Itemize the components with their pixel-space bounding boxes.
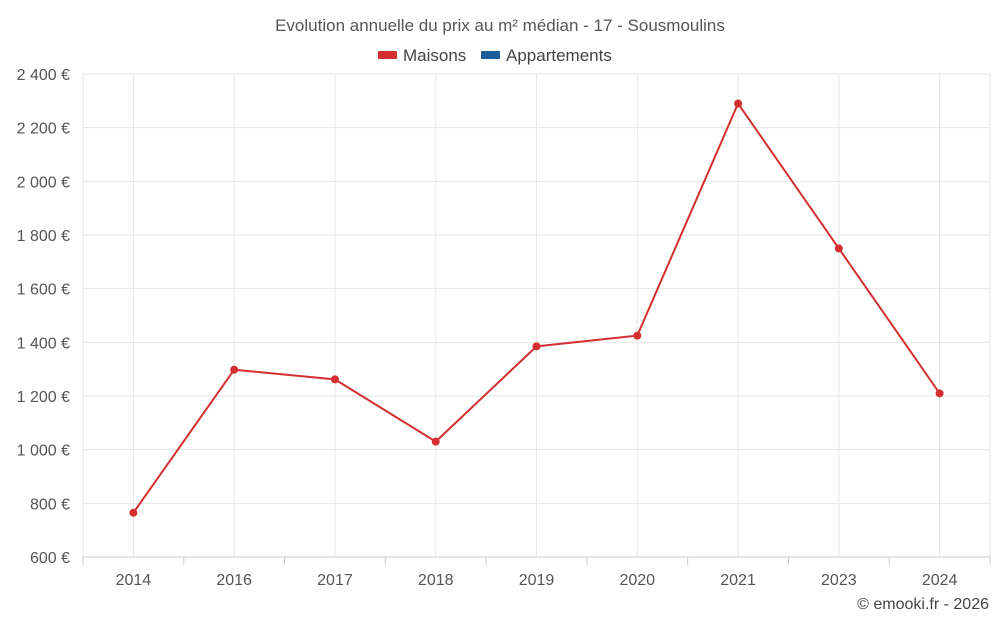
legend-label-maisons: Maisons xyxy=(403,46,466,65)
x-tick-label: 2023 xyxy=(821,572,857,589)
legend-item-maisons[interactable]: Maisons xyxy=(378,46,466,65)
series-maisons xyxy=(129,99,944,517)
data-point-maisons[interactable] xyxy=(633,331,642,340)
legend-swatch-maisons xyxy=(378,51,397,59)
x-tick-label: 2018 xyxy=(418,572,454,589)
legend-label-appartements: Appartements xyxy=(506,46,612,65)
data-point-maisons[interactable] xyxy=(330,375,339,384)
data-point-maisons[interactable] xyxy=(532,342,541,351)
y-tick-label: 1 000 € xyxy=(17,443,70,460)
axes: 600 € 800 € 1 000 € 1 200 € 1 400 € 1 600 € 1 … xyxy=(17,67,991,589)
data-point-maisons[interactable] xyxy=(230,365,239,374)
credit-text: © emooki.fr - 2026 xyxy=(857,596,989,613)
x-tick-label: 2024 xyxy=(922,572,958,589)
y-tick-label: 1 400 € xyxy=(17,335,70,352)
data-point-maisons[interactable] xyxy=(129,508,138,517)
x-tick-label: 2020 xyxy=(619,572,655,589)
y-tick-label: 1 200 € xyxy=(17,389,70,406)
grid xyxy=(82,73,991,557)
y-tick-label: 800 € xyxy=(30,496,70,513)
y-tick-label: 2 200 € xyxy=(17,121,70,138)
legend-swatch-appartements xyxy=(481,51,500,59)
x-tick-label: 2014 xyxy=(116,572,152,589)
legend-item-appartements[interactable]: Appartements xyxy=(481,46,612,65)
y-tick-label: 2 400 € xyxy=(17,67,70,84)
x-tick-label: 2016 xyxy=(216,572,252,589)
y-tick-label: 2 000 € xyxy=(17,174,70,191)
x-tick-label: 2017 xyxy=(317,572,353,589)
data-point-maisons[interactable] xyxy=(431,437,440,446)
y-tick-label: 1 800 € xyxy=(17,228,70,245)
x-tick-label: 2019 xyxy=(519,572,555,589)
legend[interactable]: Maisons Appartements xyxy=(378,46,612,65)
data-point-maisons[interactable] xyxy=(834,244,843,253)
y-tick-label: 600 € xyxy=(30,550,70,567)
data-point-maisons[interactable] xyxy=(734,99,743,108)
data-point-maisons[interactable] xyxy=(935,389,944,398)
y-tick-label: 1 600 € xyxy=(17,282,70,299)
x-tick-label: 2021 xyxy=(720,572,756,589)
chart-title: Evolution annuelle du prix au m² médian … xyxy=(275,16,725,35)
